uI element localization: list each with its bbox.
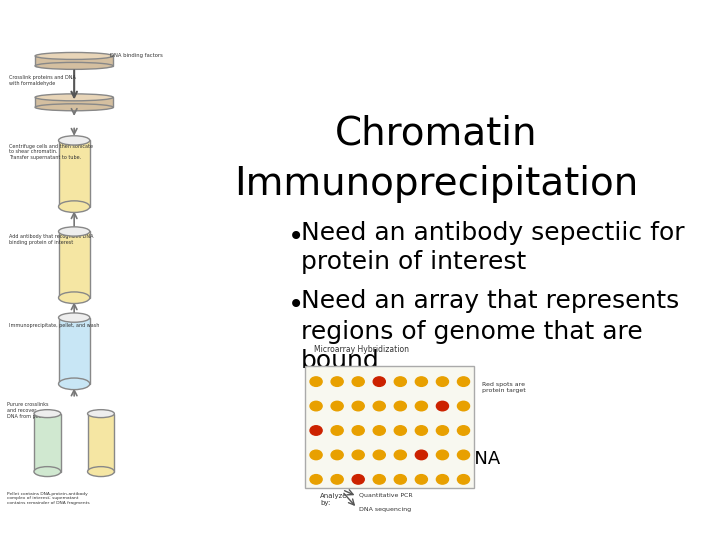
Circle shape bbox=[310, 475, 322, 484]
Circle shape bbox=[395, 401, 406, 411]
Circle shape bbox=[352, 401, 364, 411]
Text: Purure crosslinks
and recover
DNA from pellet: Purure crosslinks and recover DNA from p… bbox=[7, 402, 49, 418]
Circle shape bbox=[352, 450, 364, 460]
Circle shape bbox=[373, 426, 385, 435]
Circle shape bbox=[436, 426, 449, 435]
Text: Immunoprecipitate, pellet, and wash: Immunoprecipitate, pellet, and wash bbox=[9, 323, 100, 328]
Circle shape bbox=[331, 401, 343, 411]
Circle shape bbox=[436, 377, 449, 386]
Text: Red spots are
protein target: Red spots are protein target bbox=[482, 382, 526, 393]
Circle shape bbox=[373, 450, 385, 460]
Circle shape bbox=[415, 401, 428, 411]
Text: Add antibody that recognizes DNA
binding protein of interest: Add antibody that recognizes DNA binding… bbox=[9, 234, 94, 245]
Circle shape bbox=[310, 377, 322, 386]
Text: DNA binding factors: DNA binding factors bbox=[110, 52, 163, 58]
Text: Immunoprecipitation: Immunoprecipitation bbox=[234, 165, 638, 202]
Text: Recombinant DNA: Recombinant DNA bbox=[336, 450, 500, 468]
Ellipse shape bbox=[88, 410, 114, 417]
Text: Need an antibody sepectiic for: Need an antibody sepectiic for bbox=[301, 221, 685, 245]
Ellipse shape bbox=[34, 467, 60, 477]
Circle shape bbox=[457, 450, 469, 460]
Text: Chromatin: Chromatin bbox=[335, 114, 537, 153]
Circle shape bbox=[457, 426, 469, 435]
Ellipse shape bbox=[58, 136, 90, 145]
Text: regions of genome that are: regions of genome that are bbox=[301, 320, 643, 343]
Ellipse shape bbox=[58, 378, 90, 390]
Bar bbox=[305, 366, 474, 488]
Ellipse shape bbox=[58, 313, 90, 322]
Ellipse shape bbox=[35, 94, 113, 101]
Ellipse shape bbox=[34, 410, 60, 417]
Circle shape bbox=[373, 475, 385, 484]
Circle shape bbox=[395, 450, 406, 460]
Text: bound: bound bbox=[301, 349, 379, 373]
Circle shape bbox=[395, 426, 406, 435]
Text: Quantitative PCR: Quantitative PCR bbox=[359, 492, 413, 497]
Text: Need an array that represents: Need an array that represents bbox=[301, 289, 679, 313]
Circle shape bbox=[373, 377, 385, 386]
Circle shape bbox=[457, 377, 469, 386]
Ellipse shape bbox=[58, 292, 90, 303]
Ellipse shape bbox=[58, 201, 90, 212]
Bar bbox=[35, 56, 113, 66]
Circle shape bbox=[310, 401, 322, 411]
Circle shape bbox=[395, 475, 406, 484]
Text: protein of interest: protein of interest bbox=[301, 250, 526, 274]
Circle shape bbox=[395, 377, 406, 386]
Circle shape bbox=[415, 426, 428, 435]
Circle shape bbox=[436, 401, 449, 411]
Bar bbox=[34, 414, 60, 471]
Circle shape bbox=[415, 377, 428, 386]
Text: DNA sequencing: DNA sequencing bbox=[359, 507, 411, 511]
Text: Centrifuge cells and then sonicate
to shear chromatin.
Transfer supernatant to t: Centrifuge cells and then sonicate to sh… bbox=[9, 144, 94, 160]
Ellipse shape bbox=[58, 227, 90, 236]
Circle shape bbox=[352, 426, 364, 435]
Text: Analyze
by:: Analyze by: bbox=[320, 493, 348, 506]
Circle shape bbox=[436, 450, 449, 460]
Ellipse shape bbox=[35, 63, 113, 69]
Ellipse shape bbox=[35, 52, 113, 59]
Circle shape bbox=[331, 475, 343, 484]
Bar bbox=[58, 232, 90, 298]
Ellipse shape bbox=[88, 467, 114, 477]
Bar bbox=[58, 318, 90, 384]
Text: •: • bbox=[288, 223, 305, 251]
Circle shape bbox=[310, 450, 322, 460]
Bar bbox=[58, 140, 90, 207]
Circle shape bbox=[373, 401, 385, 411]
Circle shape bbox=[331, 450, 343, 460]
Circle shape bbox=[415, 475, 428, 484]
Bar bbox=[35, 97, 113, 107]
Circle shape bbox=[352, 475, 364, 484]
Text: •: • bbox=[288, 292, 305, 320]
Text: Pellet contains DNA-protein-antibody
complex of interest; supernatant
contains r: Pellet contains DNA-protein-antibody com… bbox=[7, 491, 90, 505]
Ellipse shape bbox=[35, 104, 113, 111]
Bar bbox=[88, 414, 114, 471]
Circle shape bbox=[310, 426, 322, 435]
Text: Microarray Hybridization: Microarray Hybridization bbox=[314, 345, 409, 354]
Circle shape bbox=[352, 377, 364, 386]
Circle shape bbox=[436, 475, 449, 484]
Text: Crosslink proteins and DNA
with formaldehyde: Crosslink proteins and DNA with formalde… bbox=[9, 76, 76, 86]
Circle shape bbox=[457, 401, 469, 411]
Circle shape bbox=[331, 377, 343, 386]
Circle shape bbox=[457, 475, 469, 484]
Circle shape bbox=[331, 426, 343, 435]
Circle shape bbox=[415, 450, 428, 460]
